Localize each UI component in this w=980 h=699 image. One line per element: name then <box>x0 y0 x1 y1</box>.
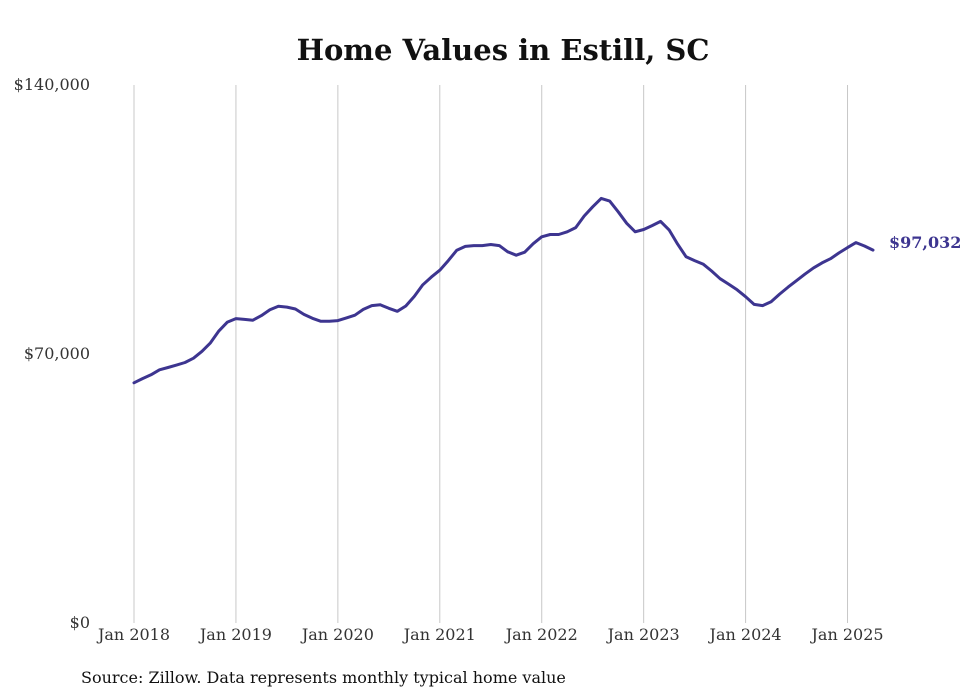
y-tick-label: $140,000 <box>14 75 90 94</box>
x-axis-ticks: Jan 2018 Jan 2019 Jan 2020 Jan 2021 Jan 2022… <box>96 625 884 644</box>
y-tick-label: $0 <box>70 613 90 632</box>
x-tick-label: Jan 2024 <box>708 625 782 644</box>
y-tick-label: $70,000 <box>24 344 90 363</box>
x-tick-label: Jan 2023 <box>606 625 680 644</box>
x-tick-label: Jan 2019 <box>198 625 272 644</box>
series-line-home-value <box>132 196 875 385</box>
source-note: Source: Zillow. Data represents monthly … <box>81 668 566 687</box>
x-tick-label: Jan 2018 <box>96 625 170 644</box>
x-tick-label: Jan 2022 <box>504 625 578 644</box>
y-axis-ticks: $0 $70,000 $140,000 <box>14 75 90 632</box>
end-value-label: $97,032 <box>889 233 961 252</box>
x-tick-label: Jan 2025 <box>809 625 883 644</box>
chart-title: Home Values in Estill, SC <box>297 33 710 67</box>
x-tick-label: Jan 2021 <box>402 625 476 644</box>
gridlines <box>133 85 849 623</box>
x-tick-label: Jan 2020 <box>300 625 374 644</box>
